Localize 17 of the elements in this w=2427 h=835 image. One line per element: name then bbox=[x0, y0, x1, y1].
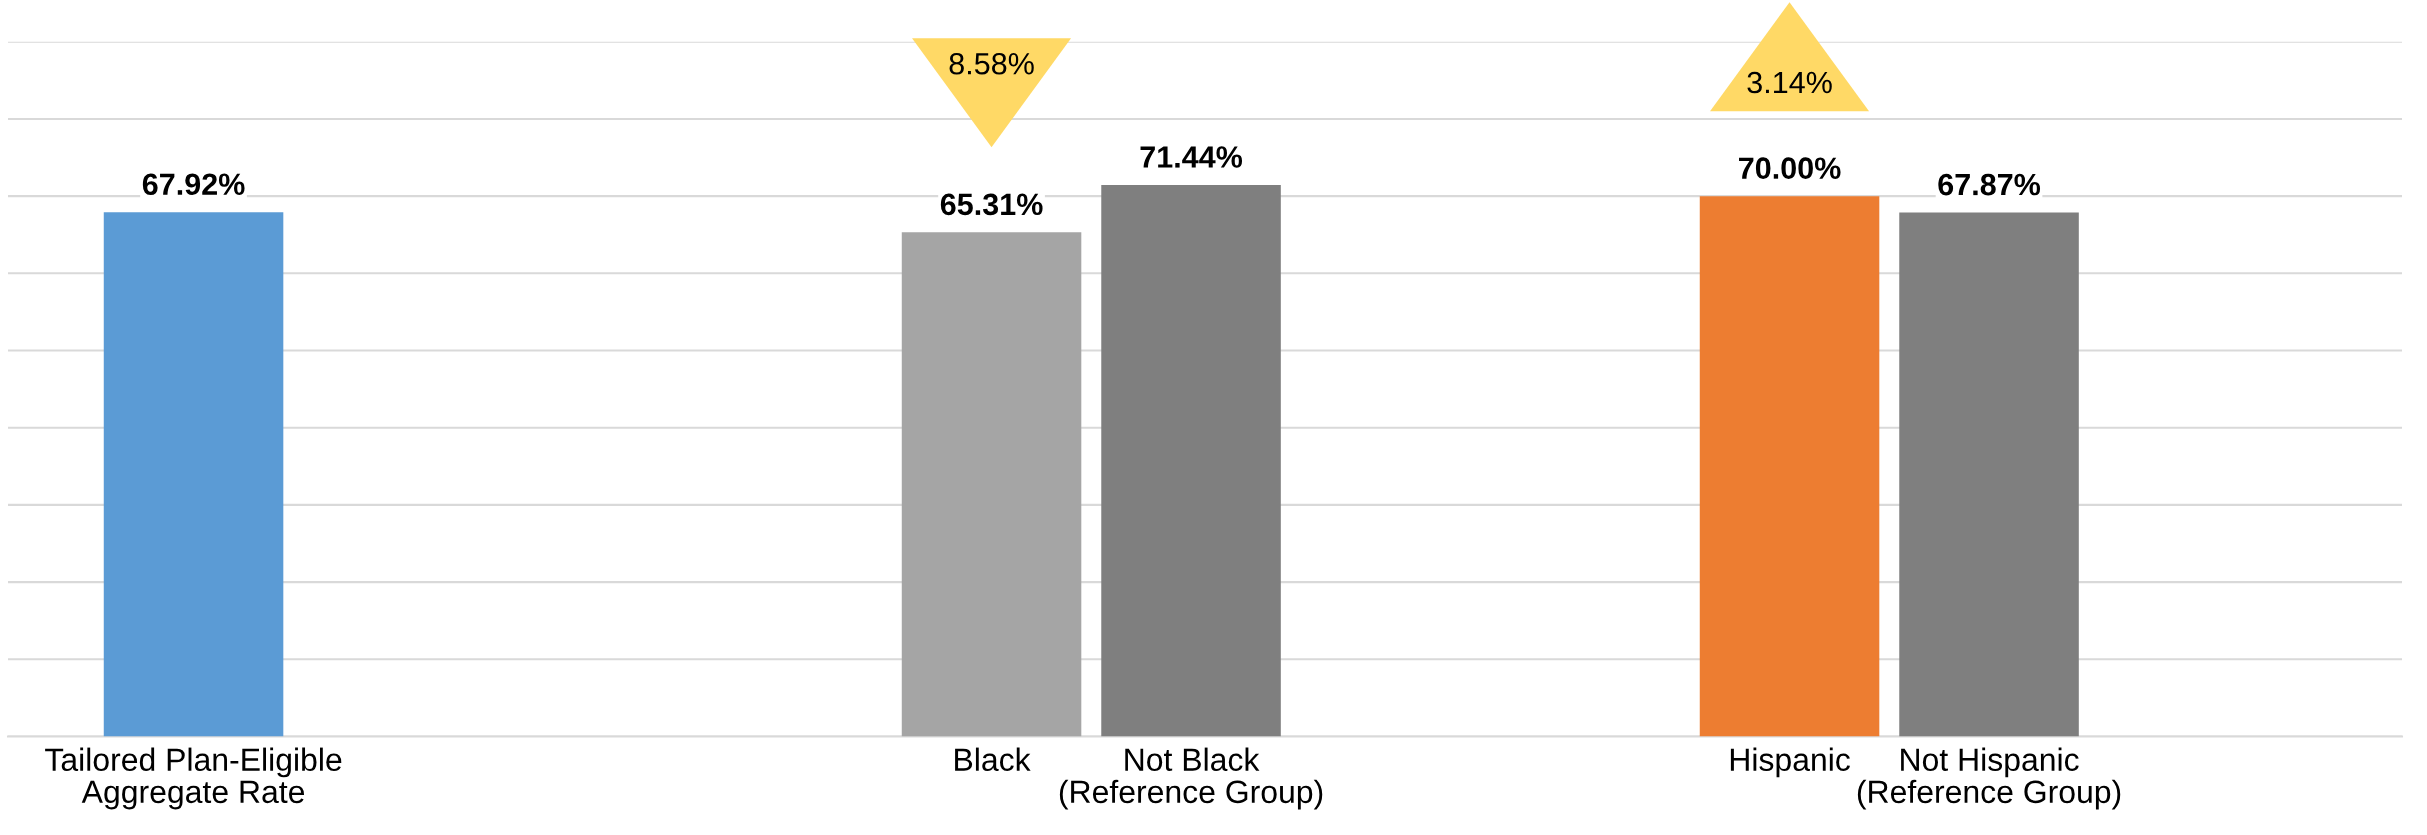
text: 3.14% bbox=[1747, 71, 1832, 94]
bar bbox=[901, 232, 1082, 737]
x-tick-label: Hispanic bbox=[1730, 747, 1850, 778]
bar bbox=[1101, 185, 1281, 737]
bar bbox=[1899, 212, 2079, 737]
bar bbox=[103, 212, 284, 737]
data-label: 70.00% bbox=[1739, 157, 1841, 179]
data-label: 65.31% bbox=[940, 193, 1043, 216]
x-tick-label: Not Black (Reference Group) bbox=[1059, 747, 1323, 810]
text: 8.58% bbox=[949, 52, 1034, 75]
data-label: 71.44% bbox=[1140, 146, 1243, 168]
data-label: 67.87% bbox=[1938, 173, 2041, 196]
x-tick-label: Tailored Plan-Eligible Aggregate Rate bbox=[45, 747, 342, 810]
x-tick-label: Black bbox=[955, 747, 1031, 772]
bar bbox=[1699, 196, 1880, 737]
data-label: 67.92% bbox=[142, 173, 245, 196]
x-tick-label: Not Hispanic (Reference Group) bbox=[1857, 747, 2121, 810]
